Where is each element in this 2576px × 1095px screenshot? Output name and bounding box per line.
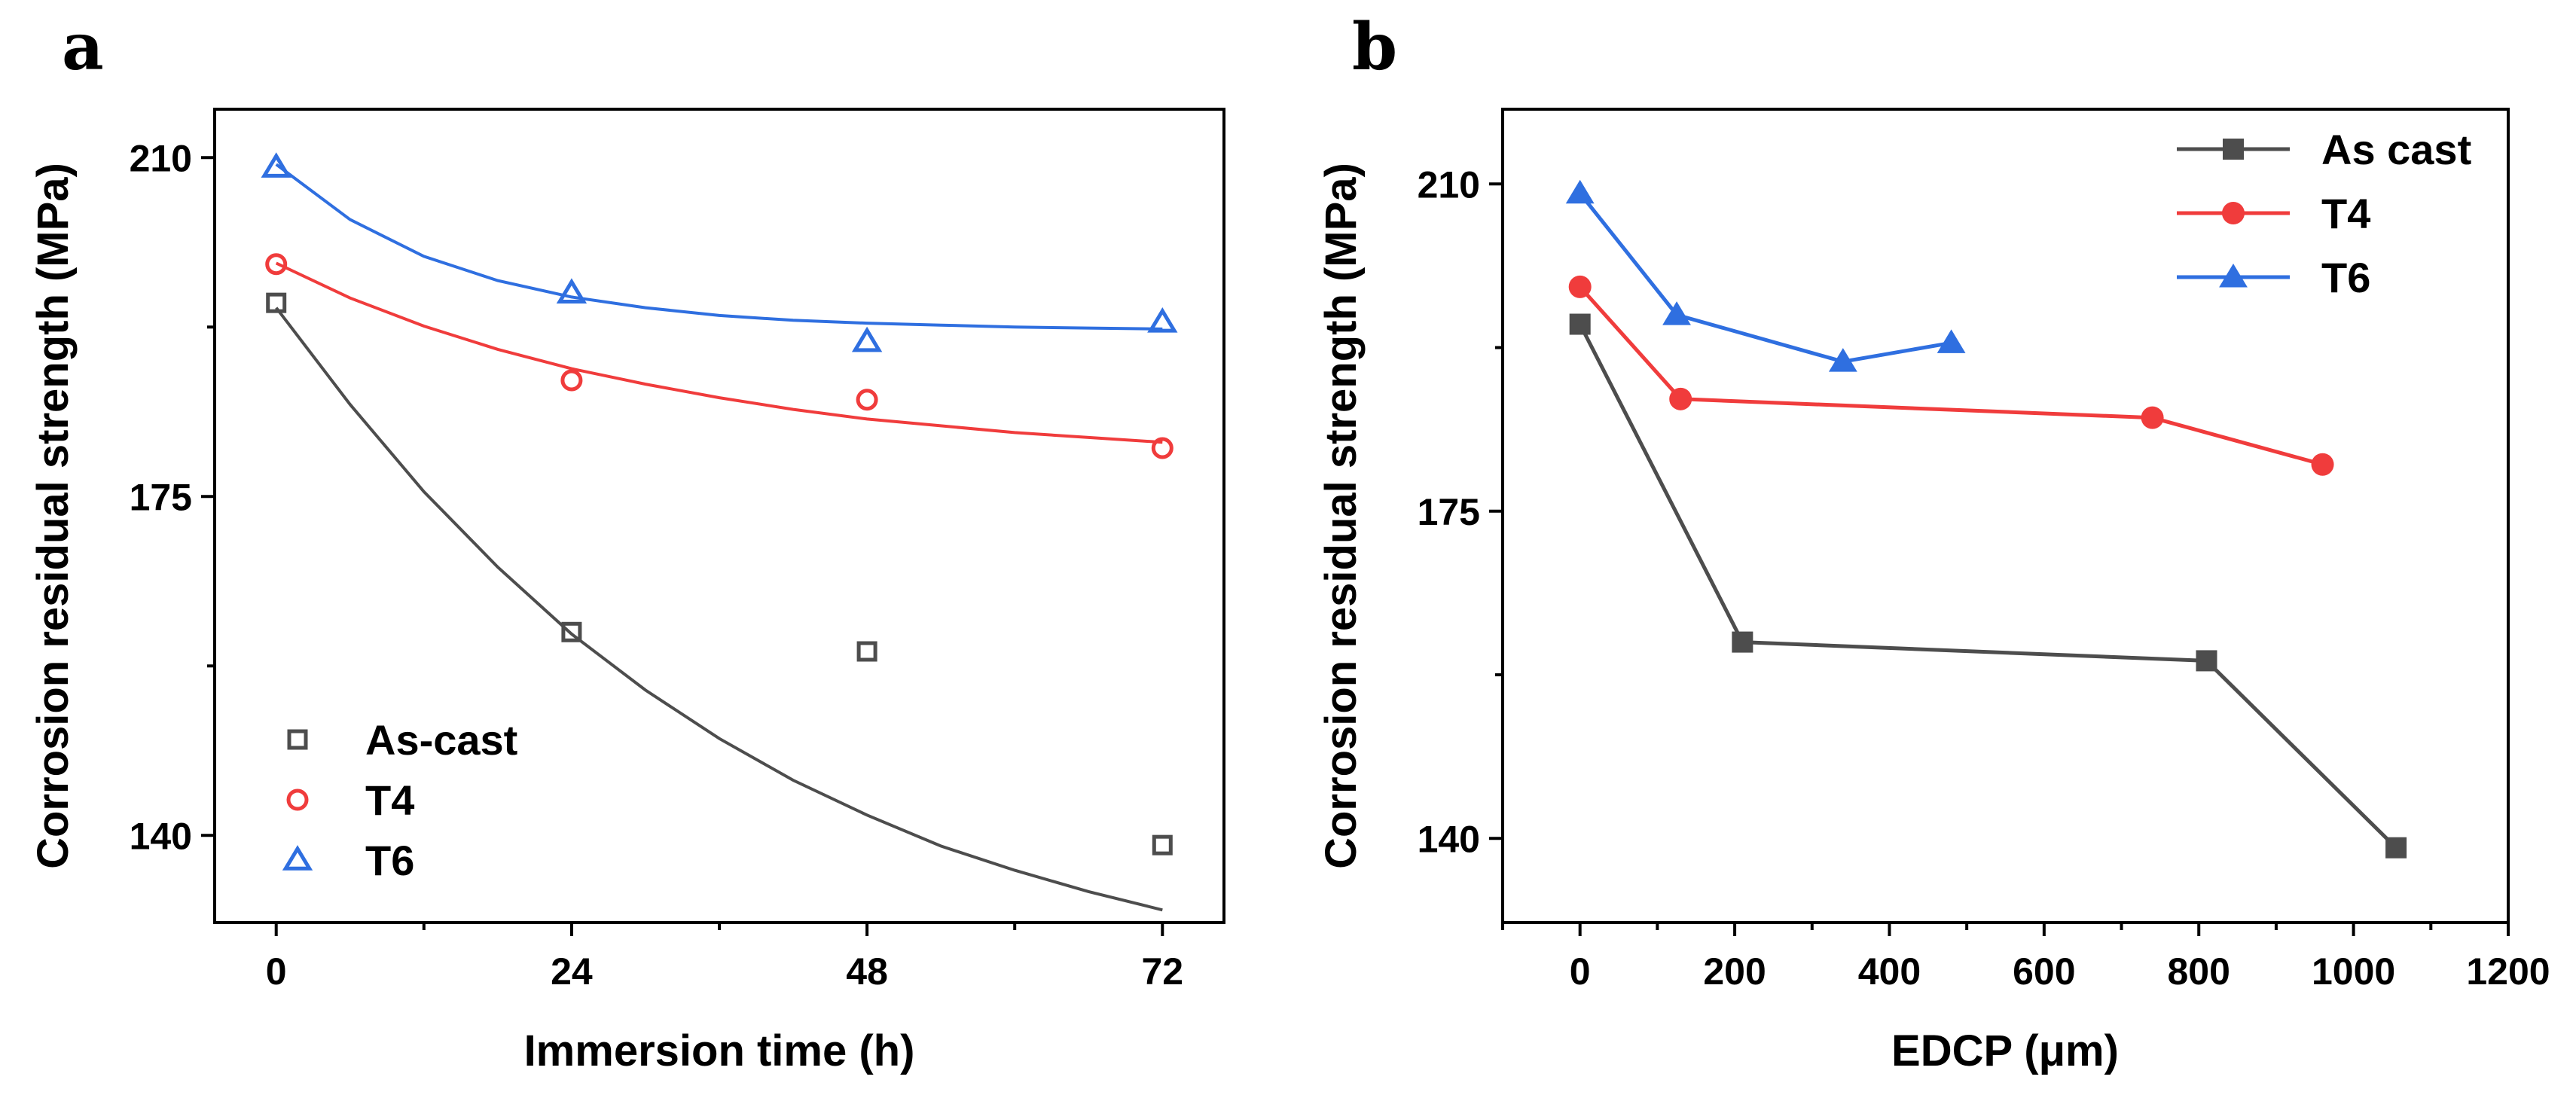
data-point-t4 bbox=[1151, 437, 1174, 459]
y-tick-label: 175 bbox=[130, 476, 192, 518]
x-tick-label: 0 bbox=[266, 950, 287, 993]
data-point-as-cast bbox=[1569, 313, 1591, 335]
panel-b-y-axis-title: Corrosion residual strength (MPa) bbox=[1317, 163, 1366, 869]
fit-curve-as-cast bbox=[275, 307, 1163, 912]
y-tick-label: 210 bbox=[1418, 163, 1480, 206]
panel-b-letter: b bbox=[1352, 9, 1397, 85]
data-point-as-cast bbox=[266, 292, 287, 313]
legend-marker-t4 bbox=[286, 788, 309, 811]
panel-b-series-lines bbox=[1578, 192, 2397, 849]
data-point-t4 bbox=[1568, 275, 1592, 298]
panel-b-x-axis-title: EDCP (μm) bbox=[1891, 1026, 2119, 1075]
data-point-t4 bbox=[1669, 387, 1692, 410]
legend-marker-t4 bbox=[2222, 202, 2245, 224]
y-tick-label: 210 bbox=[130, 137, 192, 179]
panel-b-markers bbox=[1565, 179, 2407, 859]
panel-b: b 0 200 400 600 800 1000 1200 140 175 210 EDCP (μ… bbox=[1317, 9, 2550, 1075]
data-point-t6 bbox=[1565, 179, 1595, 204]
y-tick-label: 175 bbox=[1418, 491, 1480, 533]
legend-marker-t6 bbox=[282, 845, 313, 871]
legend-marker-t6 bbox=[2219, 264, 2248, 288]
data-point-t4 bbox=[265, 253, 288, 276]
panel-a-letter: a bbox=[62, 9, 104, 85]
legend-marker-as-cast bbox=[2223, 139, 2244, 160]
data-point-as-cast bbox=[561, 621, 582, 642]
x-tick-label: 800 bbox=[2168, 950, 2230, 993]
data-point-t6 bbox=[1147, 307, 1178, 333]
y-tick-label: 140 bbox=[1418, 818, 1480, 860]
x-tick-label: 24 bbox=[551, 950, 593, 993]
data-point-as-cast bbox=[1152, 834, 1173, 856]
x-tick-label: 200 bbox=[1703, 950, 1766, 993]
data-point-t6 bbox=[261, 152, 291, 178]
legend-marker-as-cast bbox=[287, 729, 308, 750]
legend-label: T4 bbox=[2321, 190, 2370, 237]
panel-a-x-axis-title: Immersion time (h) bbox=[524, 1026, 915, 1075]
x-tick-label: 48 bbox=[846, 950, 888, 993]
data-point-t6 bbox=[851, 326, 883, 352]
x-tick-label: 0 bbox=[1570, 950, 1591, 993]
data-point-as-cast bbox=[2385, 837, 2407, 859]
data-point-t4 bbox=[2141, 406, 2164, 429]
data-point-t6 bbox=[1937, 329, 1966, 353]
fit-curve-t6 bbox=[275, 163, 1163, 331]
fit-curve-t4 bbox=[275, 261, 1163, 444]
y-tick-label: 140 bbox=[130, 815, 192, 857]
legend-label: T6 bbox=[365, 837, 414, 884]
x-tick-label: 1000 bbox=[2312, 950, 2395, 993]
x-tick-label: 400 bbox=[1858, 950, 1921, 993]
panel-a-y-axis-title: Corrosion residual strength (MPa) bbox=[29, 163, 78, 869]
panel-a: a 0 24 48 72 140 175 210 Immersion time (h) Co… bbox=[29, 9, 1225, 1075]
panel-a-markers bbox=[261, 152, 1178, 856]
x-tick-label: 1200 bbox=[2466, 950, 2550, 993]
panel-a-ticks: 0 24 48 72 140 175 210 bbox=[130, 137, 1184, 993]
data-point-t4 bbox=[2311, 453, 2334, 476]
legend-label: As cast bbox=[2321, 126, 2471, 173]
data-point-as-cast bbox=[1732, 631, 1753, 653]
legend-label: T4 bbox=[365, 776, 414, 824]
series-line-as-cast bbox=[1578, 323, 2397, 849]
legend-label: T6 bbox=[2321, 254, 2370, 301]
x-tick-label: 600 bbox=[2013, 950, 2075, 993]
panel-b-ticks: 0 200 400 600 800 1000 1200 140 175 210 bbox=[1418, 163, 2550, 993]
data-point-t6 bbox=[1662, 301, 1691, 325]
panel-b-legend: As cast T4 T6 bbox=[2177, 126, 2471, 301]
panel-a-legend: As-cast T4 T6 bbox=[282, 716, 517, 884]
series-line-t6 bbox=[1578, 192, 1952, 364]
data-point-t6 bbox=[1828, 348, 1857, 372]
panel-a-fit-curves bbox=[275, 163, 1163, 912]
data-point-t4 bbox=[560, 369, 583, 392]
data-point-as-cast bbox=[856, 641, 877, 662]
series-line-t4 bbox=[1578, 285, 2324, 467]
data-point-t4 bbox=[856, 389, 878, 411]
data-point-t6 bbox=[556, 278, 588, 304]
data-point-as-cast bbox=[2196, 650, 2217, 672]
panel-b-plot-frame bbox=[1501, 108, 2510, 924]
x-tick-label: 72 bbox=[1141, 950, 1183, 993]
legend-label: As-cast bbox=[365, 716, 517, 764]
